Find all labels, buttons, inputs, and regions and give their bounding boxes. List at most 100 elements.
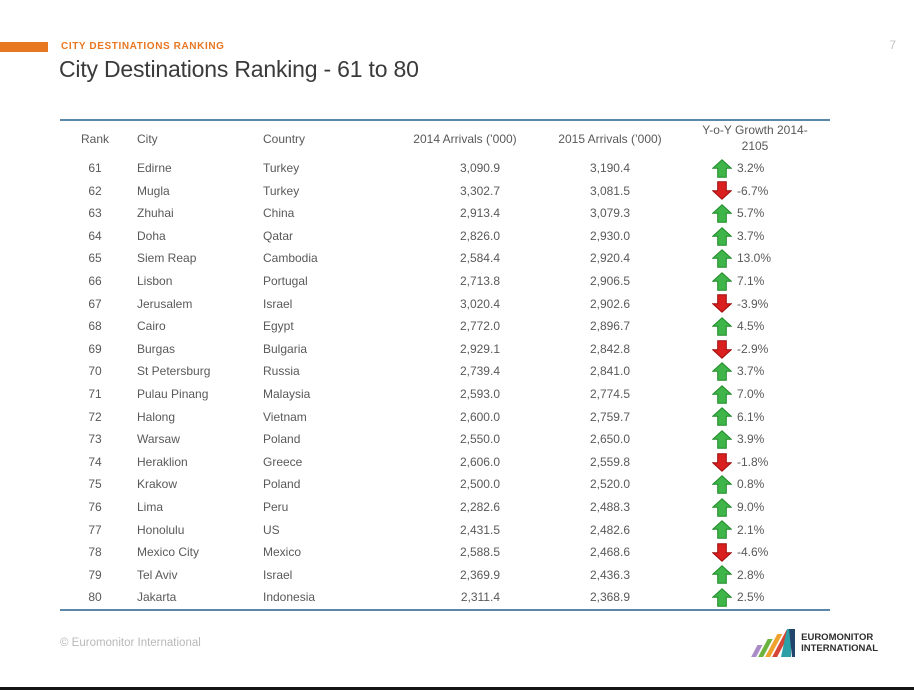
- arrivals-2015-cell: 2,841.0: [589, 364, 630, 379]
- table-row: 64 Doha Qatar 2,826.0 2,930.0 3.7%: [60, 225, 830, 248]
- arrivals-2014-cell: 2,713.8: [459, 273, 500, 288]
- accent-bar: [0, 42, 48, 52]
- arrivals-2015-cell: 2,759.7: [589, 409, 630, 424]
- arrivals-2015-cell: 2,488.3: [589, 499, 630, 514]
- ranking-table-wrap: Rank City Country 2014 Arrivals (’000) 2…: [60, 119, 830, 611]
- city-cell: Mugla: [137, 183, 170, 198]
- arrivals-2014-cell: 3,302.7: [459, 183, 500, 198]
- country-cell: Portugal: [263, 273, 308, 288]
- country-cell: China: [263, 206, 295, 221]
- growth-value: 2.8%: [737, 567, 765, 582]
- growth-cell: 13.0%: [680, 247, 830, 270]
- country-cell: Israel: [263, 567, 293, 582]
- column-header-country: Country: [263, 132, 306, 146]
- country-cell: Egypt: [263, 319, 294, 334]
- growth-cell: 3.9%: [680, 428, 830, 451]
- city-cell: St Petersburg: [137, 364, 211, 379]
- arrivals-2014-cell: 2,913.4: [459, 206, 500, 221]
- growth-up-icon: [712, 158, 732, 178]
- country-cell: Malaysia: [263, 386, 311, 401]
- arrivals-2015-cell: 2,906.5: [589, 273, 630, 288]
- growth-cell: 6.1%: [680, 406, 830, 429]
- euromonitor-logo: EUROMONITOR INTERNATIONAL: [751, 629, 878, 657]
- arrivals-2015-cell: 2,650.0: [589, 432, 630, 447]
- table-row: 68 Cairo Egypt 2,772.0 2,896.7 4.5%: [60, 315, 830, 338]
- arrivals-2014-cell: 2,500.0: [459, 477, 500, 492]
- city-cell: Edirne: [137, 161, 172, 175]
- arrivals-2014-cell: 2,584.4: [459, 251, 500, 266]
- growth-up-icon: [712, 226, 732, 246]
- rank-cell: 72: [88, 409, 102, 424]
- growth-cell: 2.8%: [680, 564, 830, 587]
- growth-value: 4.5%: [737, 319, 765, 334]
- table-row: 80 Jakarta Indonesia 2,311.4 2,368.9 2.5…: [60, 586, 830, 610]
- city-cell: Zhuhai: [137, 206, 174, 221]
- rank-cell: 75: [88, 477, 102, 492]
- arrivals-2014-cell: 2,606.0: [459, 454, 500, 469]
- arrivals-2015-cell: 2,559.8: [589, 454, 630, 469]
- growth-value: 3.9%: [737, 432, 765, 447]
- country-cell: Poland: [263, 432, 301, 447]
- growth-value: 5.7%: [737, 206, 765, 221]
- country-cell: Turkey: [263, 161, 300, 175]
- country-cell: Turkey: [263, 183, 300, 198]
- city-cell: Honolulu: [137, 522, 185, 537]
- table-header: Rank City Country 2014 Arrivals (’000) 2…: [60, 120, 830, 157]
- growth-value: -3.9%: [737, 296, 769, 311]
- city-cell: Mexico City: [137, 545, 200, 560]
- growth-up-icon: [712, 565, 732, 585]
- growth-value: -6.7%: [737, 183, 769, 198]
- arrivals-2014-cell: 2,550.0: [459, 432, 500, 447]
- rank-cell: 61: [88, 161, 102, 175]
- growth-cell: -6.7%: [680, 180, 830, 203]
- table-row: 66 Lisbon Portugal 2,713.8 2,906.5 7.1%: [60, 270, 830, 293]
- city-cell: Doha: [137, 228, 166, 243]
- city-cell: Lisbon: [137, 273, 173, 288]
- arrivals-2015-cell: 2,436.3: [589, 567, 630, 582]
- growth-value: 3.7%: [737, 364, 765, 379]
- column-header-growth: Y-o-Y Growth 2014-2105: [702, 123, 808, 153]
- growth-up-icon: [712, 520, 732, 539]
- growth-value: 0.8%: [737, 477, 765, 492]
- city-cell: Krakow: [137, 477, 178, 492]
- country-cell: Vietnam: [263, 409, 307, 424]
- country-cell: Israel: [263, 296, 293, 311]
- arrivals-2015-cell: 2,482.6: [589, 522, 630, 537]
- euromonitor-logo-text: EUROMONITOR INTERNATIONAL: [801, 631, 878, 654]
- growth-value: 3.7%: [737, 228, 765, 243]
- growth-cell: 2.5%: [680, 586, 830, 610]
- rank-cell: 65: [88, 251, 102, 266]
- growth-cell: -3.9%: [680, 293, 830, 316]
- city-cell: Warsaw: [137, 432, 180, 447]
- growth-cell: 3.7%: [680, 360, 830, 383]
- page-number: 7: [889, 38, 896, 52]
- arrivals-2014-cell: 2,311.4: [460, 590, 500, 605]
- arrivals-2015-cell: 2,896.7: [589, 319, 630, 334]
- city-cell: Jakarta: [137, 590, 177, 605]
- table-row: 77 Honolulu US 2,431.5 2,482.6 2.1%: [60, 519, 830, 542]
- growth-value: 2.1%: [737, 522, 765, 537]
- country-cell: Bulgaria: [263, 341, 308, 356]
- growth-cell: 7.1%: [680, 270, 830, 293]
- arrivals-2015-cell: 2,520.0: [589, 477, 630, 492]
- rank-cell: 69: [88, 341, 102, 356]
- growth-value: 2.5%: [737, 590, 765, 605]
- country-cell: Cambodia: [263, 251, 318, 266]
- rank-cell: 64: [88, 228, 102, 243]
- copyright-text: © Euromonitor International: [60, 637, 201, 649]
- growth-down-icon: [712, 339, 732, 359]
- arrivals-2015-cell: 3,190.4: [589, 161, 630, 175]
- table-row: 70 St Petersburg Russia 2,739.4 2,841.0 …: [60, 360, 830, 383]
- arrivals-2014-cell: 2,929.1: [459, 341, 500, 356]
- arrivals-2015-cell: 2,930.0: [589, 228, 630, 243]
- growth-cell: 0.8%: [680, 473, 830, 496]
- growth-up-icon: [712, 271, 732, 291]
- rank-cell: 63: [88, 206, 102, 221]
- arrivals-2014-cell: 3,090.9: [459, 161, 500, 175]
- city-cell: Jerusalem: [137, 296, 193, 311]
- growth-cell: 3.7%: [680, 225, 830, 248]
- growth-up-icon: [712, 407, 732, 427]
- arrivals-2014-cell: 2,431.5: [459, 522, 500, 537]
- city-cell: Siem Reap: [137, 251, 197, 266]
- country-cell: Peru: [263, 499, 289, 514]
